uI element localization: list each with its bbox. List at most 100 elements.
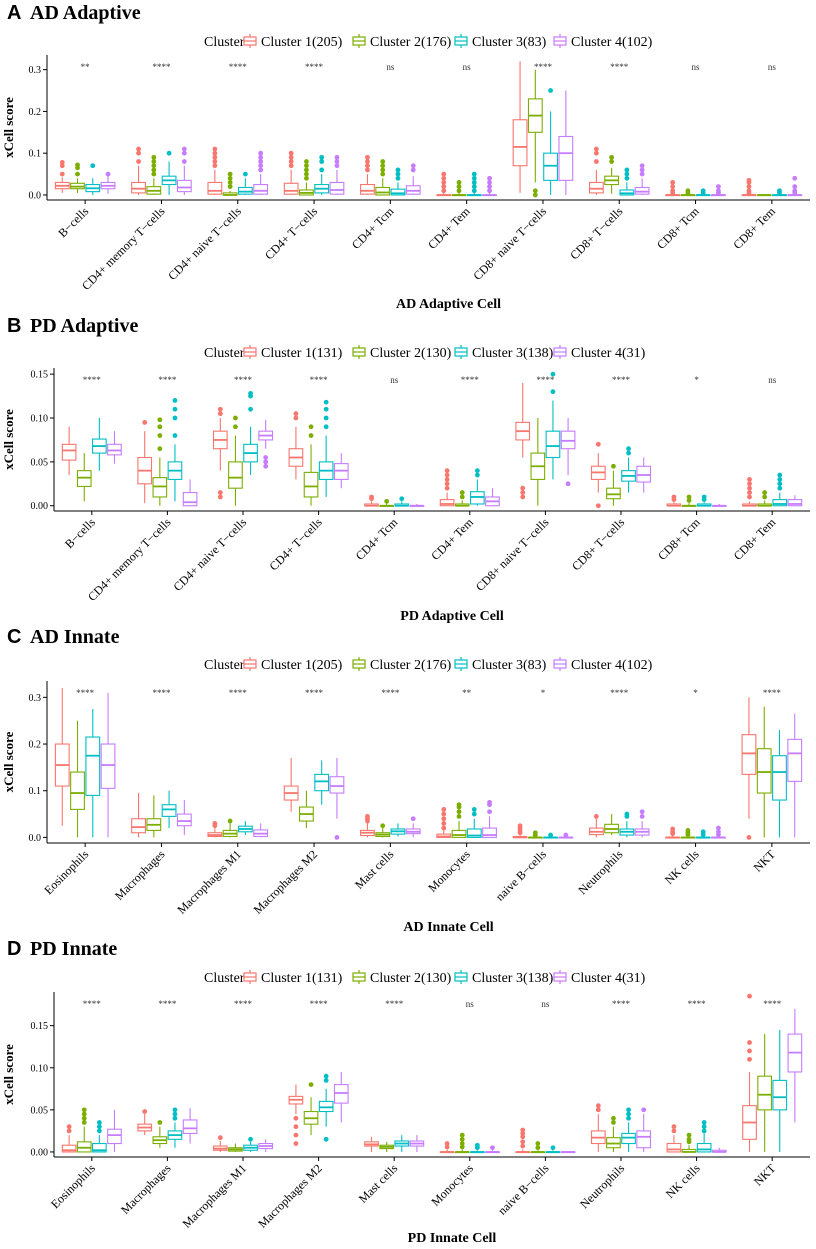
- box-cluster-2: [76, 453, 92, 502]
- box-cluster-4: [182, 479, 198, 507]
- box-cluster-3: [314, 760, 330, 805]
- box-cluster-4: [787, 175, 803, 197]
- outlier-point: [747, 494, 752, 500]
- outlier-point: [459, 1132, 465, 1138]
- box-cluster-1: [590, 1103, 606, 1152]
- outlier-point: [75, 162, 80, 168]
- outlier-point: [227, 180, 233, 185]
- outlier-point: [746, 184, 752, 190]
- box-cluster-1: [666, 494, 682, 507]
- outlier-point: [611, 1115, 616, 1121]
- outlier-point: [66, 1124, 72, 1130]
- box-cluster-4: [107, 1109, 122, 1152]
- box-cluster-2: [222, 171, 238, 196]
- box-cluster-1: [364, 1136, 379, 1152]
- box-cluster-1: [137, 1109, 153, 1136]
- box-cluster-4: [176, 800, 192, 836]
- category-2: CD4+ memory T−cells ****: [79, 62, 192, 293]
- outlier-point: [626, 1111, 631, 1117]
- outlier-point: [142, 419, 148, 425]
- category-7: CD8+ naive T−cells ****: [473, 371, 576, 594]
- box-cluster-3: [167, 1107, 183, 1148]
- outlier-point: [609, 159, 615, 164]
- box-iqr: [666, 1142, 682, 1153]
- box-cluster-4: [253, 150, 269, 195]
- outlier-point: [293, 411, 299, 417]
- box-cluster-1: [742, 477, 757, 507]
- outlier-point: [444, 472, 450, 478]
- outlier-point: [151, 154, 157, 160]
- outlier-point: [641, 1107, 647, 1113]
- outlier-point: [624, 171, 630, 177]
- outlier-point: [624, 167, 630, 173]
- category-9: NK cells ****: [663, 999, 727, 1201]
- outlier-point: [459, 490, 465, 495]
- legend-title: Cluster: [204, 971, 245, 986]
- outlier-point: [263, 455, 269, 460]
- outlier-point: [701, 1120, 707, 1125]
- outlier-point: [172, 1115, 178, 1121]
- outlier-point: [520, 490, 526, 495]
- box-cluster-2: [756, 706, 772, 838]
- box-cluster-3: [92, 1120, 107, 1153]
- legend-item-2: Cluster 2(130): [352, 970, 452, 986]
- legend: Cluster Cluster 1(205) Cluster 2(176) Clust…: [204, 657, 653, 673]
- outlier-point: [595, 1107, 601, 1113]
- significance-label: ns: [390, 375, 399, 385]
- legend-item-1: Cluster 1(131): [243, 970, 343, 986]
- box-cluster-2: [303, 1082, 319, 1136]
- box-cluster-3: [621, 446, 636, 493]
- box-cluster-3: [243, 391, 258, 476]
- box-cluster-1: [436, 806, 452, 838]
- outlier-point: [686, 1136, 692, 1142]
- x-tick-label: CD4+ memory T−cells: [79, 204, 168, 293]
- outlier-point: [172, 433, 178, 438]
- outlier-point: [459, 494, 465, 500]
- outlier-point: [471, 175, 477, 181]
- x-tick-label: CD8+ naive T−cells: [470, 204, 549, 283]
- box-cluster-4: [711, 503, 727, 507]
- outlier-point: [323, 399, 329, 405]
- box-cluster-3: [695, 829, 711, 839]
- box-cluster-4: [711, 1147, 727, 1153]
- box-cluster-4: [560, 418, 576, 487]
- box-cluster-3: [161, 150, 177, 195]
- box-iqr: [543, 152, 558, 181]
- outlier-point: [747, 1040, 752, 1045]
- box-cluster-2: [451, 180, 467, 197]
- outlier-point: [639, 809, 645, 815]
- category-9: CD8+ Tcm ns: [654, 62, 726, 252]
- box-cluster-3: [545, 1145, 561, 1154]
- significance-label: ns: [463, 62, 472, 72]
- y-tick-label: 0.0: [29, 833, 42, 844]
- box-iqr: [85, 736, 101, 796]
- box-iqr: [787, 499, 803, 507]
- box-cluster-2: [70, 720, 85, 838]
- category-6: Monocytes ns: [428, 999, 500, 1209]
- outlier-point: [535, 1141, 541, 1146]
- outlier-point: [441, 188, 447, 194]
- outlier-point: [365, 154, 370, 160]
- legend-label: Cluster 4(102): [571, 35, 653, 50]
- panel-letter: C: [7, 626, 21, 648]
- box-cluster-2: [756, 194, 772, 197]
- y-tick-label: 0.00: [31, 501, 49, 512]
- box-iqr: [283, 182, 299, 195]
- box-cluster-3: [390, 167, 406, 196]
- category-5: CD4+ Tcm ns: [349, 62, 421, 252]
- box-cluster-2: [76, 1107, 92, 1153]
- box-cluster-2: [152, 417, 168, 506]
- x-tick-label: Macrophages: [118, 1161, 174, 1217]
- box-cluster-3: [543, 88, 558, 195]
- box-cluster-2: [454, 1132, 470, 1154]
- box-cluster-4: [711, 184, 726, 197]
- box-cluster-4: [787, 495, 803, 507]
- outlier-point: [701, 1124, 707, 1130]
- category-10: NKT ****: [742, 993, 803, 1189]
- legend-label: Cluster 4(31): [571, 346, 646, 361]
- box-iqr: [772, 1079, 788, 1111]
- box-iqr: [375, 186, 391, 196]
- outlier-point: [487, 809, 492, 815]
- box-cluster-1: [436, 171, 452, 197]
- box-iqr: [451, 829, 467, 838]
